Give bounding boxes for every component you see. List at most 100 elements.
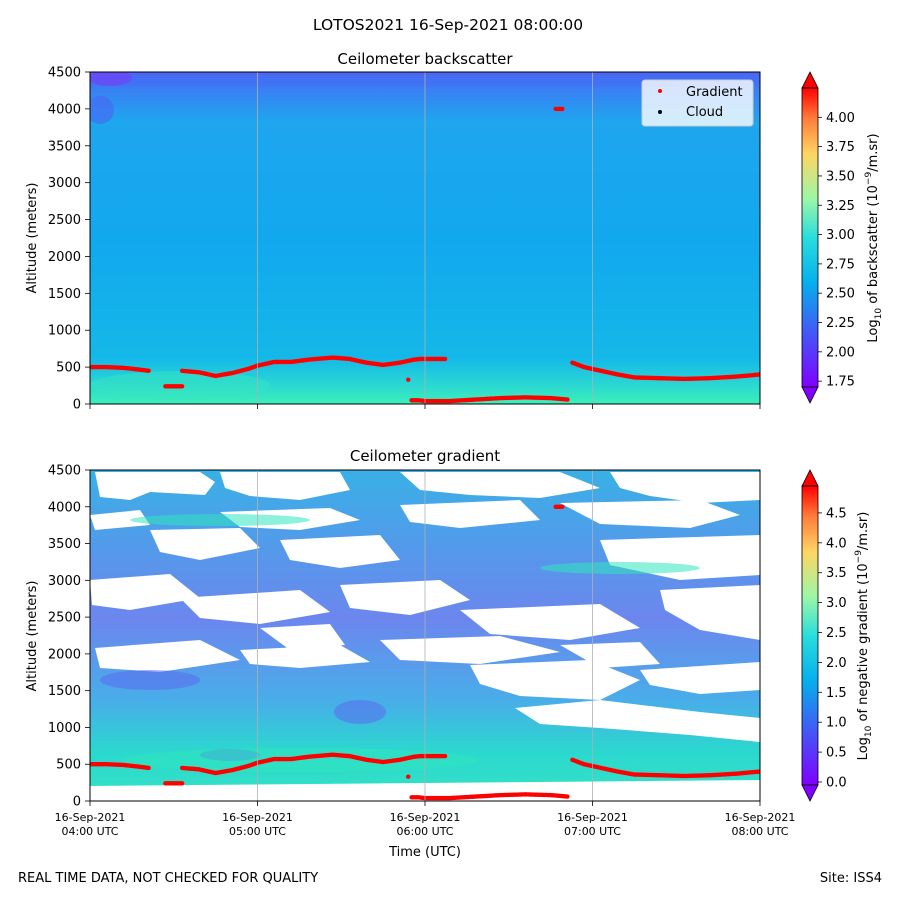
gradient-panel: Ceilometer gradient <box>25 447 874 860</box>
colorbar-tick-label: 2.50 <box>826 287 855 302</box>
gradient-marker <box>565 794 570 799</box>
cbar-label-log: Log <box>856 737 871 760</box>
gradient-ylabel: Altitude (meters) <box>25 581 40 692</box>
colorbar-tick-label: 3.5 <box>826 566 847 581</box>
gradient-marker <box>560 106 565 112</box>
y-tick-label: 0 <box>73 795 81 810</box>
colorbar-tick-label: 2.0 <box>826 656 847 671</box>
colorbar-tick-label: 2.00 <box>826 345 855 360</box>
gradient-title: Ceilometer gradient <box>350 447 500 465</box>
x-tick-label-time: 07:00 UTC <box>564 825 621 838</box>
x-tick-label-time: 06:00 UTC <box>396 825 453 838</box>
nodata-patch <box>515 700 760 742</box>
colorbar-tick-label: 1.5 <box>826 686 847 701</box>
x-tick-label-time: 08:00 UTC <box>731 825 788 838</box>
nodata-patch <box>560 642 660 668</box>
x-tick-label-time: 05:00 UTC <box>229 825 286 838</box>
legend: Gradient Cloud <box>641 79 754 127</box>
backscatter-grid <box>257 72 593 404</box>
nodata-patch <box>660 585 760 640</box>
cbar-label-suffix: /m.sr) <box>856 512 871 550</box>
x-tick-label-date: 16-Sep-2021 <box>725 811 796 824</box>
nodata-patch <box>260 624 345 650</box>
x-tick-label-date: 16-Sep-2021 <box>390 811 461 824</box>
nodata-patch <box>150 528 260 560</box>
footer-quality-note: REAL TIME DATA, NOT CHECKED FOR QUALITY <box>18 871 318 886</box>
cbar-label-log: Log <box>866 319 881 342</box>
cbar-label-suffix: /m.sr) <box>866 133 881 171</box>
nodata-patch <box>90 510 150 530</box>
backscatter-x-axis <box>89 404 761 409</box>
y-tick-label: 2000 <box>48 647 81 662</box>
cbar-label-mid: of backscatter (10 <box>866 185 881 308</box>
backscatter-colorbar-top-extension <box>801 71 819 89</box>
colorbar-tick-label: 2.5 <box>826 626 847 641</box>
colorbar-tick-label: 1.0 <box>826 716 847 731</box>
gradient-y-axis: 0 500 1000 1500 2000 2500 3000 3500 4000 4500 <box>48 464 90 810</box>
y-tick-label: 2500 <box>48 213 81 228</box>
colorbar-tick-label: 3.50 <box>826 169 855 184</box>
nodata-patch <box>280 535 400 568</box>
y-tick-label: 2500 <box>48 611 81 626</box>
backscatter-panel: Ceilometer backscatter 0 500 1000 1500 2000 2… <box>25 50 884 413</box>
y-tick-label: 3500 <box>48 139 81 154</box>
y-tick-label: 2000 <box>48 250 81 265</box>
cbar-label-sup: −9 <box>864 172 874 186</box>
colorbar-tick-label: 3.25 <box>826 199 855 214</box>
high-band <box>130 514 310 526</box>
y-tick-label: 4500 <box>48 66 81 81</box>
backscatter-dark-patch <box>90 72 132 86</box>
y-tick-label: 500 <box>56 758 81 773</box>
colorbar-tick-label: 2.75 <box>826 257 855 272</box>
gradient-xlabel: Time (UTC) <box>388 845 461 860</box>
nodata-patch <box>220 472 350 500</box>
gradient-marker <box>757 769 760 774</box>
backscatter-colorbar-label: Log10 of backscatter (10−9/m.sr) <box>864 133 884 342</box>
gradient-marker <box>565 397 570 402</box>
gradient-marker <box>406 774 411 779</box>
footer-site: Site: ISS4 <box>820 871 882 886</box>
gradient-marker <box>146 765 151 771</box>
cbar-label-sup: −9 <box>854 550 864 564</box>
low-band <box>100 670 200 690</box>
y-tick-label: 1500 <box>48 684 81 699</box>
colorbar-tick-label: 0.0 <box>826 776 847 791</box>
nodata-patch <box>340 580 470 615</box>
gradient-marker <box>179 781 185 786</box>
cbar-label-sub: 10 <box>864 725 874 737</box>
y-tick-label: 3500 <box>48 537 81 552</box>
gradient-marker <box>179 384 185 389</box>
legend-gradient-marker <box>658 89 662 93</box>
high-band <box>540 562 700 574</box>
nodata-patch <box>460 604 640 640</box>
gradient-marker <box>560 504 565 509</box>
nodata-patch <box>90 574 200 610</box>
gradient-marker <box>757 372 760 377</box>
nodata-patch <box>470 660 640 700</box>
backscatter-ylabel: Altitude (meters) <box>25 183 40 294</box>
low-band <box>334 700 386 724</box>
gradient-grid <box>257 470 593 801</box>
figure-suptitle: LOTOS2021 16-Sep-2021 08:00:00 <box>313 16 583 34</box>
colorbar-tick-label: 0.5 <box>826 746 847 761</box>
gradient-colorbar-bottom-extension <box>801 784 819 802</box>
legend-box <box>641 79 754 127</box>
y-tick-label: 1000 <box>48 324 81 339</box>
backscatter-colorbar-body <box>801 87 819 388</box>
y-tick-label: 4000 <box>48 102 81 117</box>
colorbar-tick-label: 4.5 <box>826 506 847 521</box>
gradient-nodata-patches <box>90 472 760 801</box>
y-tick-label: 500 <box>56 361 81 376</box>
nodata-patch <box>560 500 740 528</box>
gradient-marker <box>442 753 448 759</box>
gradient-colorbar-body <box>801 485 819 786</box>
nodata-patch <box>400 472 600 498</box>
legend-cloud-marker <box>658 110 662 114</box>
y-tick-label: 3000 <box>48 574 81 589</box>
cbar-label-mid: of negative gradient (10 <box>856 563 871 725</box>
y-tick-label: 4000 <box>48 500 81 515</box>
y-tick-label: 1000 <box>48 721 81 736</box>
y-tick-label: 0 <box>73 398 81 413</box>
